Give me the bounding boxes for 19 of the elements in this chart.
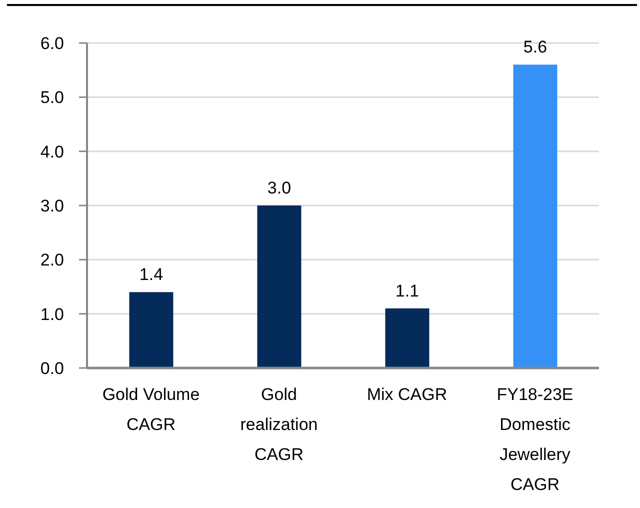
y-tick-label: 6.0 <box>40 34 64 54</box>
x-tick-label: Gold Volume CAGR <box>102 385 200 434</box>
bar <box>257 206 302 368</box>
data-label: 5.6 <box>523 38 548 57</box>
x-tick-label: Mix CAGR <box>366 385 448 404</box>
y-tick-label: 4.0 <box>40 142 64 162</box>
bar <box>129 292 174 368</box>
x-tick-label: Gold realization CAGR <box>240 385 318 464</box>
x-tick-label: FY18-23E Domestic Jewellery CAGR <box>496 385 574 494</box>
bar <box>385 308 430 368</box>
y-tick-label: 0.0 <box>40 359 64 378</box>
data-label: 1.4 <box>139 265 164 284</box>
y-tick-label: 5.0 <box>40 88 64 108</box>
y-tick-label: 1.0 <box>40 304 64 324</box>
y-tick-label: 3.0 <box>40 196 64 216</box>
bar <box>513 64 558 368</box>
y-tick-label: 2.0 <box>40 250 64 270</box>
data-label: 3.0 <box>267 178 292 198</box>
data-label: 1.1 <box>395 281 420 300</box>
